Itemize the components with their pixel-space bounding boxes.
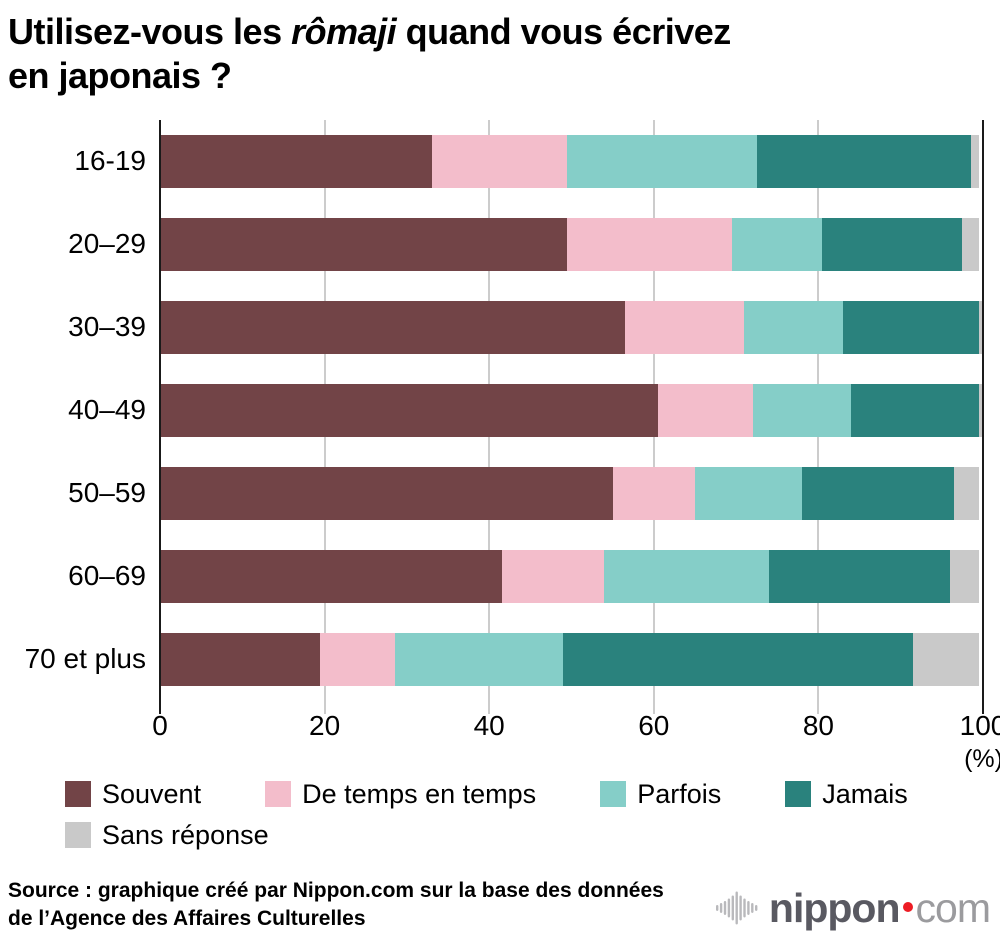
bar-row: 50–59 [68, 452, 983, 535]
title-line2: en japonais ? [8, 54, 232, 96]
legend-item: Sans réponse [65, 820, 269, 851]
footer: Source : graphique créé par Nippon.com s… [8, 877, 992, 934]
legend-swatch [65, 822, 91, 849]
legend-item: Souvent [65, 779, 201, 810]
stacked-bar-chart: 16-19 20–29 30–39 40–49 50–59 60–69 70 et plus… [8, 119, 1000, 773]
bar-segment-sans-r-ponse [913, 632, 979, 686]
bar-segment-de-temps-en-temps [567, 217, 732, 271]
bar-segment-sans-r-ponse [962, 217, 979, 271]
legend-item: Parfois [600, 779, 721, 810]
bar-segment-jamais [822, 217, 963, 271]
percent-unit-label: (%) [964, 744, 1000, 773]
bar-row: 20–29 [68, 203, 983, 286]
y-axis-label: 70 et plus [24, 643, 146, 675]
bar-segment-jamais [756, 134, 971, 188]
bar-segment-parfois [694, 466, 802, 520]
x-tick-label: 0 [152, 709, 168, 741]
bar-segment-de-temps-en-temps [431, 134, 568, 188]
x-tick-label: 20 [309, 709, 341, 741]
legend-label: Jamais [822, 778, 908, 809]
stacked-bar [160, 466, 983, 520]
bar-segment-souvent [160, 383, 658, 437]
bar-segment-jamais [851, 383, 979, 437]
bar-segment-jamais [563, 632, 914, 686]
title-text: Utilisez-vous les [8, 11, 292, 52]
bar-segment-parfois [744, 300, 844, 354]
y-axis-label: 16-19 [74, 145, 146, 177]
source-line1: Source : graphique créé par Nippon.com s… [8, 878, 664, 902]
legend-label: Sans réponse [102, 819, 269, 850]
legend-item: Jamais [785, 779, 908, 810]
legend-label: Souvent [102, 778, 202, 809]
legend-item: De temps en temps [265, 779, 536, 810]
nippon-logo: nippon com [715, 884, 991, 934]
bar-segment-souvent [160, 134, 432, 188]
legend-label: De temps en temps [302, 778, 537, 809]
plot-area: 16-19 20–29 30–39 40–49 50–59 60–69 70 et plus [25, 119, 984, 714]
bar-segment-parfois [394, 632, 564, 686]
y-axis-label: 20–29 [68, 228, 146, 260]
bar-segment-souvent [160, 466, 613, 520]
bar-segment-de-temps-en-temps [501, 549, 605, 603]
stacked-bar [160, 134, 983, 188]
legend-swatch [65, 781, 91, 808]
legend-swatch [785, 781, 812, 808]
y-axis-label: 50–59 [68, 477, 146, 509]
stacked-bar [160, 632, 983, 686]
axis-line [159, 119, 161, 714]
bar-segment-jamais [769, 549, 951, 603]
bar-segment-sans-r-ponse [978, 300, 983, 354]
bar-segment-sans-r-ponse [970, 134, 979, 188]
logo-text-com: com [915, 884, 991, 931]
axis-line [982, 119, 984, 714]
title-italic-word: rômaji [291, 11, 397, 52]
bar-segment-de-temps-en-temps [657, 383, 753, 437]
bar-segment-parfois [752, 383, 852, 437]
y-axis-label: 30–39 [68, 311, 146, 343]
y-axis-label: 40–49 [68, 394, 146, 426]
legend-label: Parfois [637, 778, 722, 809]
x-tick-label: 80 [802, 709, 834, 741]
bar-segment-sans-r-ponse [950, 549, 979, 603]
legend-swatch [600, 781, 627, 808]
bar-segment-parfois [604, 549, 769, 603]
bar-segment-souvent [160, 217, 568, 271]
x-tick-label: 60 [638, 709, 670, 741]
x-tick-label: 100 [959, 709, 1000, 741]
x-tick-label: 40 [473, 709, 505, 741]
title-text-tail: quand vous écrivez [396, 11, 732, 52]
bar-segment-de-temps-en-temps [612, 466, 695, 520]
bar-row: 40–49 [68, 369, 983, 452]
stacked-bar [160, 217, 983, 271]
bar-segment-parfois [731, 217, 823, 271]
stacked-bar [160, 383, 983, 437]
bar-segment-de-temps-en-temps [624, 300, 745, 354]
source-note: Source : graphique créé par Nippon.com s… [8, 877, 664, 934]
bar-segment-de-temps-en-temps [320, 632, 395, 686]
stacked-bar [160, 300, 983, 354]
bar-row: 60–69 [68, 535, 983, 618]
bar-row: 70 et plus [25, 618, 983, 701]
legend-swatch [265, 781, 292, 808]
bar-segment-souvent [160, 549, 502, 603]
y-axis-label: 60–69 [68, 560, 146, 592]
source-line2: de l’Agence des Affaires Culturelles [8, 907, 366, 931]
bar-segment-parfois [567, 134, 757, 188]
logo-red-dot-icon [902, 902, 913, 912]
bar-row: 16-19 [74, 120, 983, 203]
bar-segment-sans-r-ponse [978, 383, 983, 437]
bar-segment-jamais [801, 466, 955, 520]
soundwave-icon [715, 891, 758, 925]
bar-row: 30–39 [68, 286, 983, 369]
x-axis: (%) 0 20 40 60 80 100 [152, 701, 1000, 773]
logo-text-nippon: nippon [768, 884, 901, 931]
chart-title: Utilisez-vous les rômaji quand vous écri… [8, 10, 992, 98]
bar-segment-souvent [160, 300, 625, 354]
bar-segment-souvent [160, 632, 321, 686]
bar-segment-jamais [843, 300, 979, 354]
legend: Souvent De temps en temps Parfois Jamais San… [65, 779, 992, 851]
bar-segment-sans-r-ponse [954, 466, 979, 520]
stacked-bar [160, 549, 983, 603]
